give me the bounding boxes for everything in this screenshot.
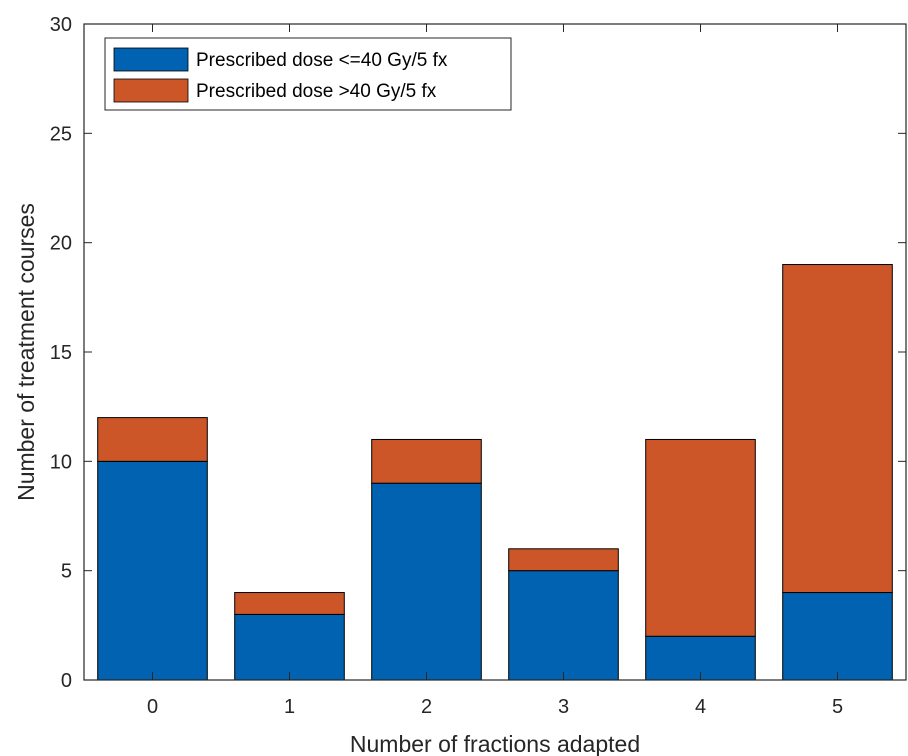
- x-tick-label: 3: [558, 696, 569, 718]
- bar-low-dose-0: [97, 460, 208, 681]
- bar-high-dose-4: [645, 438, 756, 637]
- bar-low-dose-3: [508, 570, 619, 681]
- y-axis: 0 5 10 15 20 25 30: [50, 14, 906, 692]
- bar-low-dose-1: [234, 613, 345, 681]
- bar-low-dose-5: [782, 592, 893, 681]
- y-tick-label: 0: [61, 670, 72, 692]
- x-tick-label: 0: [147, 696, 158, 718]
- y-tick-label: 10: [50, 451, 72, 473]
- x-axis: 0 1 2 3 4 5: [147, 24, 843, 718]
- y-axis-title: Number of treatment courses: [13, 203, 39, 501]
- bar-high-dose-0: [97, 417, 208, 462]
- bars-layer: [97, 264, 893, 681]
- bar-high-dose-2: [371, 438, 482, 484]
- bar-high-dose-1: [234, 592, 345, 615]
- bar-high-dose-5: [782, 264, 893, 594]
- x-axis-title: Number of fractions adapted: [350, 731, 640, 756]
- bar-low-dose-2: [371, 482, 482, 681]
- x-tick-label: 1: [284, 696, 295, 718]
- legend-label-low-dose: Prescribed dose <=40 Gy/5 fx: [196, 50, 448, 71]
- x-tick-label: 2: [421, 696, 432, 718]
- legend-swatch-low-dose: [113, 47, 189, 72]
- y-tick-label: 15: [50, 342, 72, 364]
- bar-high-dose-3: [508, 548, 619, 572]
- x-tick-label: 5: [832, 696, 843, 718]
- y-tick-label: 25: [50, 123, 72, 145]
- legend-label-high-dose: Prescribed dose >40 Gy/5 fx: [196, 81, 437, 102]
- legend-swatch-high-dose: [113, 78, 189, 103]
- y-tick-label: 20: [50, 233, 72, 255]
- legend: Prescribed dose <=40 Gy/5 fx Prescribed …: [104, 37, 512, 111]
- x-tick-label: 4: [695, 696, 706, 718]
- y-tick-label: 30: [50, 14, 72, 36]
- y-tick-label: 5: [61, 561, 72, 583]
